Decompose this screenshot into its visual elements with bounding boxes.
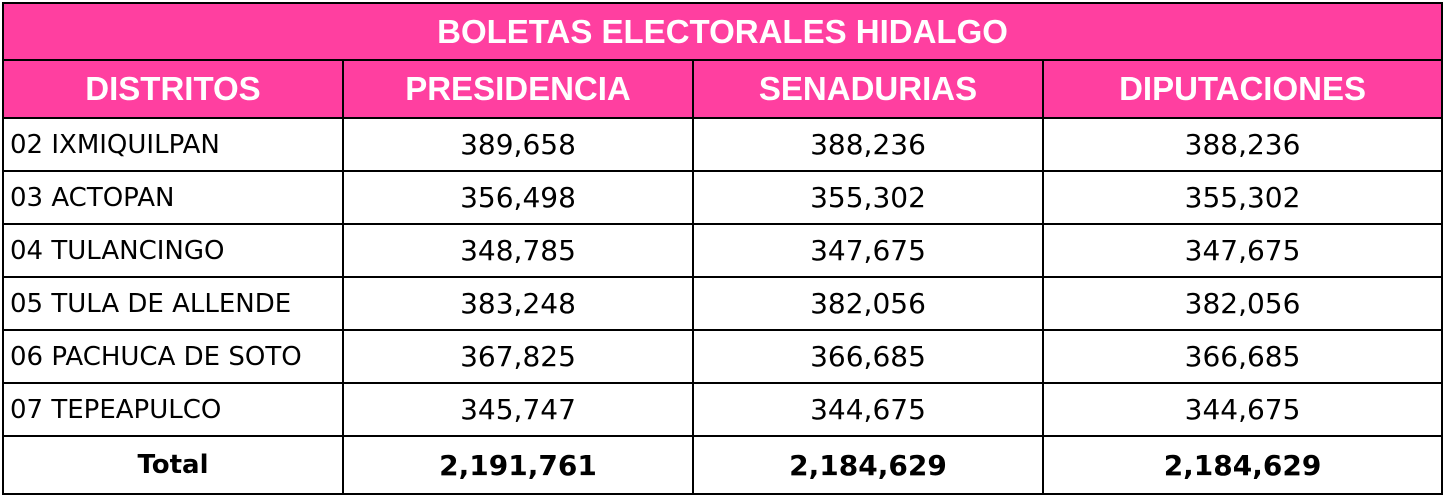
table-row: 07 TEPEAPULCO 345,747 344,675 344,675: [2, 382, 1444, 437]
cell-distrito: 04 TULANCINGO: [2, 223, 344, 278]
cell-senadurias: 388,236: [692, 117, 1044, 172]
cell-presidencia: 348,785: [342, 223, 694, 278]
cell-diputaciones: 366,685: [1041, 329, 1444, 384]
cell-senadurias: 355,302: [692, 170, 1044, 225]
cell-senadurias: 366,685: [692, 329, 1044, 384]
total-row: Total 2,191,761 2,184,629 2,184,629: [2, 435, 1444, 495]
cell-distrito: 06 PACHUCA DE SOTO: [2, 329, 344, 384]
total-presidencia: 2,191,761: [342, 435, 694, 495]
cell-presidencia: 356,498: [342, 170, 694, 225]
cell-senadurias: 344,675: [692, 382, 1044, 437]
header-diputaciones: DIPUTACIONES: [1041, 59, 1444, 119]
cell-diputaciones: 382,056: [1041, 276, 1444, 331]
cell-distrito: 07 TEPEAPULCO: [2, 382, 344, 437]
table-row: 05 TULA DE ALLENDE 383,248 382,056 382,0…: [2, 276, 1444, 331]
header-row: DISTRITOS PRESIDENCIA SENADURIAS DIPUTAC…: [2, 59, 1444, 119]
cell-diputaciones: 347,675: [1041, 223, 1444, 278]
cell-diputaciones: 355,302: [1041, 170, 1444, 225]
cell-senadurias: 347,675: [692, 223, 1044, 278]
total-senadurias: 2,184,629: [692, 435, 1044, 495]
cell-presidencia: 383,248: [342, 276, 694, 331]
cell-presidencia: 345,747: [342, 382, 694, 437]
cell-distrito: 02 IXMIQUILPAN: [2, 117, 344, 172]
table-title: BOLETAS ELECTORALES HIDALGO: [1, 2, 1444, 61]
header-presidencia: PRESIDENCIA: [342, 59, 694, 119]
cell-diputaciones: 388,236: [1041, 117, 1444, 172]
table-row: 02 IXMIQUILPAN 389,658 388,236 388,236: [2, 117, 1444, 172]
table-row: 03 ACTOPAN 356,498 355,302 355,302: [2, 170, 1444, 225]
header-distritos: DISTRITOS: [2, 59, 344, 119]
header-senadurias: SENADURIAS: [692, 59, 1044, 119]
cell-distrito: 05 TULA DE ALLENDE: [2, 276, 344, 331]
title-row: BOLETAS ELECTORALES HIDALGO: [1, 2, 1444, 61]
total-diputaciones: 2,184,629: [1041, 435, 1444, 495]
cell-diputaciones: 344,675: [1041, 382, 1444, 437]
table-row: 06 PACHUCA DE SOTO 367,825 366,685 366,6…: [2, 329, 1444, 384]
cell-presidencia: 367,825: [342, 329, 694, 384]
cell-senadurias: 382,056: [692, 276, 1044, 331]
cell-distrito: 03 ACTOPAN: [2, 170, 344, 225]
total-label: Total: [2, 435, 344, 495]
table-row: 04 TULANCINGO 348,785 347,675 347,675: [2, 223, 1444, 278]
cell-presidencia: 389,658: [342, 117, 694, 172]
